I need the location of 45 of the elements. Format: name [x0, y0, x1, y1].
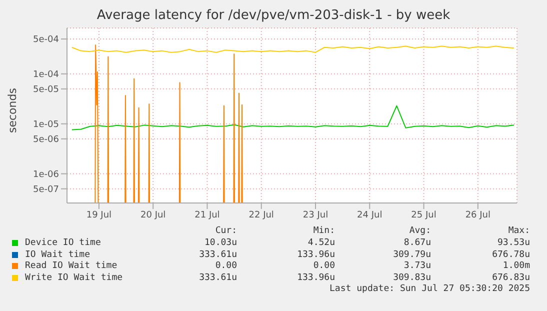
text: Avg: — [408, 226, 431, 238]
text: Cur: — [214, 226, 237, 238]
y-tick-label: 1e-05 — [33, 120, 59, 130]
x-tick-label: 20 Jul — [140, 210, 166, 220]
text: 3.73u — [402, 261, 431, 272]
legend-label: Write IO Wait time — [25, 272, 123, 283]
x-tick-label: 26 Jul — [465, 210, 490, 220]
y-axis-title: seconds — [6, 88, 18, 132]
x-tick-label: 21 Jul — [194, 210, 220, 220]
legend-label: Read IO Wait time — [25, 261, 118, 272]
text: 333.61u — [198, 272, 237, 283]
text: Min: — [312, 226, 335, 238]
y-tick-label: 5e-04 — [33, 35, 60, 46]
text: 0.00 — [214, 261, 237, 272]
text: 133.96u — [296, 250, 335, 260]
x-tick-label: 19 Jul — [86, 210, 112, 220]
y-tick-label: 5e-07 — [33, 185, 59, 196]
text: Last update: Sun Jul 27 05:30:20 2025 — [328, 284, 530, 295]
text: 676.78u — [491, 250, 530, 260]
x-tick-label: 22 Jul — [248, 210, 274, 220]
text: 10.03u — [203, 238, 237, 248]
text: Max: — [507, 226, 530, 238]
x-tick-label: 24 Jul — [357, 210, 382, 220]
text: 309.79u — [392, 250, 431, 260]
y-tick-label: 1e-06 — [33, 170, 60, 180]
text: 93.53u — [496, 238, 530, 248]
chart-title: Average latency for /dev/pve/vm-203-disk-1 - by week — [96, 8, 452, 23]
text: 0.00 — [312, 261, 335, 272]
line-series — [71, 46, 514, 53]
text: 8.67u — [402, 238, 431, 248]
y-tick-label: 5e-05 — [33, 85, 59, 96]
line-series — [71, 105, 514, 130]
y-tick-label: 5e-06 — [33, 135, 60, 146]
x-tick-label: 25 Jul — [411, 210, 436, 220]
text: 333.61u — [198, 250, 237, 260]
legend-label: Device IO time — [25, 238, 101, 248]
line-series — [94, 44, 243, 203]
text: 309.83u — [392, 272, 431, 283]
text: 4.52u — [306, 238, 335, 248]
text: 133.96u — [296, 272, 335, 283]
x-tick-label: 23 Jul — [302, 210, 328, 220]
legend-label: IO Wait time — [25, 250, 90, 260]
y-tick-label: 1e-04 — [33, 70, 60, 80]
text: 676.83u — [491, 272, 530, 283]
text: 1.00m — [502, 261, 530, 272]
